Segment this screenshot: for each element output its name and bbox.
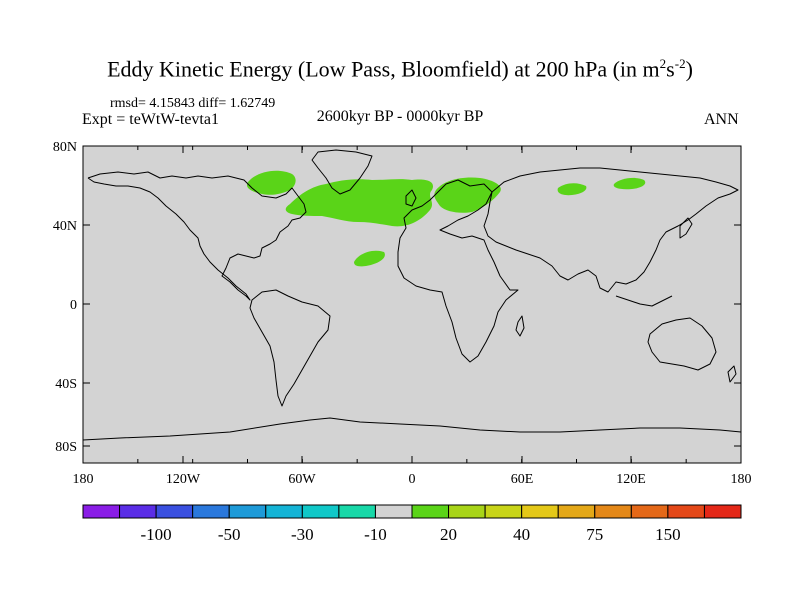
colorbar-label: 75 (586, 525, 603, 544)
colorbar-label: -100 (141, 525, 172, 544)
period-label: 2600kyr BP - 0000kyr BP (316, 108, 484, 125)
colorbar-swatch (484, 504, 523, 519)
colorbar-swatch (630, 504, 669, 519)
axis-ticks (82, 145, 742, 463)
coast-antarctica (83, 417, 741, 441)
colorbar: -100 -50 -30 -10 20 40 75 150 (82, 504, 742, 544)
coastlines (83, 149, 741, 441)
coast-north-america (87, 171, 307, 301)
anomaly-east-siberia (613, 177, 646, 190)
colorbar-swatch (82, 504, 121, 519)
colorbar-swatch (374, 504, 413, 519)
colorbar-swatch (338, 504, 376, 519)
title-close: ) (685, 56, 693, 82)
lat-tick-label: 80S (55, 440, 77, 455)
lon-tick-label: 60W (288, 472, 316, 487)
coast-japan (679, 217, 693, 239)
colorbar-swatch (557, 504, 596, 519)
coast-asia (483, 167, 739, 293)
title-sup-1: 2 (659, 56, 667, 71)
season-label: ANN (704, 111, 739, 128)
colorbar-swatch (301, 504, 340, 519)
colorbar-swatch (228, 504, 267, 519)
experiment-label: Expt = teWtW-tevta1 (82, 111, 219, 128)
lon-tick-label: 0 (409, 472, 416, 487)
lat-tick-label: 0 (70, 298, 77, 313)
lat-tick-label: 40S (55, 377, 77, 392)
coast-uk (405, 189, 417, 207)
colorbar-swatch (594, 504, 632, 519)
axis-tick-labels: 80N 40N 0 40S 80S 180 120W 60W 0 60E 120E 180 (53, 140, 752, 487)
coast-south-america (249, 289, 331, 407)
title-sup-2: -2 (674, 56, 686, 71)
colorbar-label: 40 (513, 525, 530, 544)
coast-australia (647, 317, 717, 371)
colorbar-swatch (265, 504, 303, 519)
colorbar-label: 20 (440, 525, 457, 544)
colorbar-swatch (667, 504, 705, 519)
figure-title: Eddy Kinetic Energy (Low Pass, Bloomfiel… (0, 56, 800, 82)
colorbar-label: 150 (655, 525, 681, 544)
lon-tick-label: 60E (511, 472, 534, 487)
colorbar-label: -30 (291, 525, 314, 544)
title-unit-s: s (666, 56, 675, 82)
stats-text: rmsd= 4.15843 diff= 1.62749 (110, 96, 276, 111)
anomaly-hudson-bay (246, 170, 296, 195)
coast-greenland (311, 149, 373, 195)
lon-tick-label: 120W (166, 472, 201, 487)
lon-tick-label: 180 (731, 472, 752, 487)
anomaly-subtropical-atlantic (354, 250, 385, 267)
colorbar-swatch (521, 504, 559, 519)
lon-tick-label: 180 (73, 472, 94, 487)
lat-tick-label: 80N (53, 140, 77, 155)
colorbar-swatch (155, 504, 194, 519)
coast-madagascar (515, 315, 525, 337)
anomaly-west-siberia (557, 183, 587, 196)
colorbar-swatch (411, 504, 450, 519)
colorbar-swatch (119, 504, 157, 519)
title-text: Eddy Kinetic Energy (Low Pass, Bloomfiel… (107, 56, 660, 82)
colorbar-swatch (192, 504, 230, 519)
coast-europe-africa (397, 179, 519, 363)
coast-new-zealand (727, 365, 737, 383)
lon-tick-label: 120E (616, 472, 646, 487)
anomaly-north-atlantic (285, 179, 434, 227)
colorbar-label: -50 (218, 525, 241, 544)
anomaly-scandinavia (434, 177, 501, 213)
lat-tick-label: 40N (53, 219, 77, 234)
positive-anomaly-regions (246, 170, 646, 267)
colorbar-label: -10 (364, 525, 387, 544)
colorbar-swatch (448, 504, 486, 519)
colorbar-swatch (703, 504, 742, 519)
coast-indonesia (615, 295, 673, 307)
